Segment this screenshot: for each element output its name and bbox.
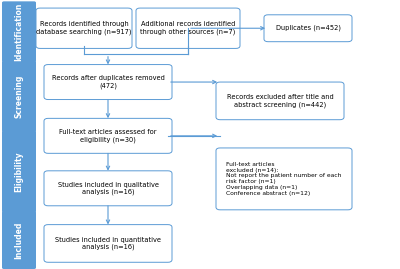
Text: Included: Included [14,221,24,259]
Text: Duplicates (n=452): Duplicates (n=452) [276,25,340,31]
FancyBboxPatch shape [216,82,344,120]
Text: Full-text articles assessed for
eligibility (n=30): Full-text articles assessed for eligibil… [59,129,157,143]
Text: Records after duplicates removed
(472): Records after duplicates removed (472) [52,75,164,89]
FancyBboxPatch shape [44,118,172,153]
FancyBboxPatch shape [136,8,240,48]
FancyBboxPatch shape [44,65,172,100]
FancyBboxPatch shape [36,8,132,48]
FancyBboxPatch shape [44,225,172,262]
FancyBboxPatch shape [264,15,352,42]
Text: Records excluded after title and
abstract screening (n=442): Records excluded after title and abstrac… [227,94,333,108]
FancyBboxPatch shape [2,1,36,62]
FancyBboxPatch shape [2,211,36,269]
FancyBboxPatch shape [216,148,352,210]
Text: Records identified through
database searching (n=917): Records identified through database sear… [36,22,132,35]
Text: Eligibility: Eligibility [14,151,24,192]
Text: Studies included in quantitative
analysis (n=16): Studies included in quantitative analysi… [55,237,161,250]
Text: Screening: Screening [14,75,24,118]
Text: Additional records identified
through other sources (n=7): Additional records identified through ot… [140,22,236,35]
Text: Full-text articles
excluded (n=14):
Not report the patient number of each
risk f: Full-text articles excluded (n=14): Not … [226,162,342,196]
FancyBboxPatch shape [2,130,36,213]
FancyBboxPatch shape [44,171,172,206]
Text: Studies included in qualitative
analysis (n=16): Studies included in qualitative analysis… [58,182,158,195]
FancyBboxPatch shape [2,61,36,132]
Text: Identification: Identification [14,2,24,61]
